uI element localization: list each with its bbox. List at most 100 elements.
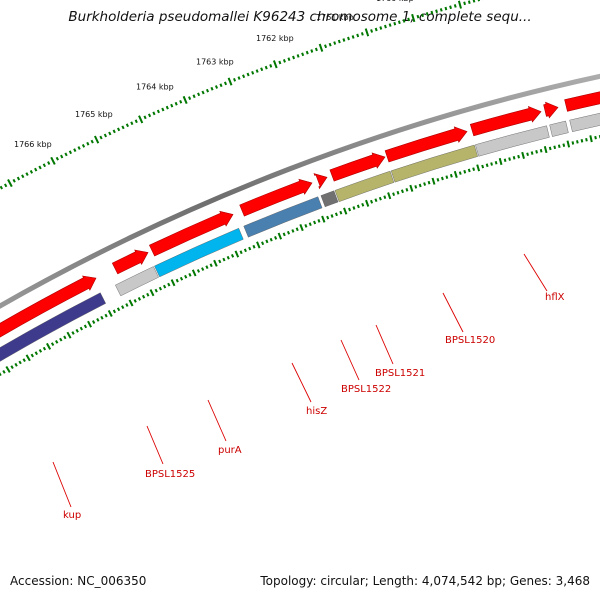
inner-tick	[481, 164, 485, 169]
scale-tick	[407, 17, 411, 22]
scale-tick	[81, 143, 86, 148]
inner-tick	[230, 253, 235, 258]
inner-tick	[313, 220, 317, 225]
scale-tick	[472, 0, 476, 3]
gene-label-bpsl1520[interactable]: BPSL1520	[445, 335, 495, 346]
inner-tick	[414, 185, 418, 189]
scale-tick	[439, 8, 443, 12]
scale-tick	[12, 178, 16, 183]
scale-tick	[337, 39, 341, 44]
inner-tick	[14, 362, 18, 367]
inner-tick	[334, 212, 338, 217]
cds-track	[0, 91, 600, 338]
cds-arrow	[543, 101, 559, 119]
gene-block-hisz	[243, 196, 323, 238]
cds-arrow	[384, 126, 468, 163]
inner-tick	[566, 140, 571, 148]
inner-tick	[83, 324, 88, 329]
gene-label-bpsl1525[interactable]: BPSL1525	[145, 469, 195, 480]
scale-tick	[86, 141, 90, 146]
scale-tick	[29, 169, 34, 174]
scale-tick	[125, 123, 130, 128]
inner-tick	[378, 196, 382, 201]
gene-label-bpsl1521[interactable]: BPSL1521	[375, 368, 425, 379]
scale-tick	[197, 92, 201, 97]
scale-tick	[108, 131, 112, 136]
scale-tick	[449, 5, 452, 10]
cds-arrow	[313, 173, 328, 190]
inner-tick	[274, 236, 278, 240]
inner-tick	[374, 198, 378, 203]
leader-line-pura	[207, 399, 227, 442]
inner-tick	[87, 320, 92, 328]
scale-tick	[156, 109, 160, 114]
scale-tick	[242, 74, 246, 79]
inner-tick	[512, 156, 516, 160]
scale-tick	[21, 174, 25, 179]
scale-tick	[223, 81, 228, 86]
inner-tick	[352, 206, 356, 210]
scale-tick	[182, 95, 188, 104]
genome-summary-text: Topology: circular; Length: 4,074,542 bp…	[260, 574, 590, 588]
inner-tick	[585, 137, 588, 142]
gene-label-pura[interactable]: purA	[218, 445, 242, 456]
inner-tick	[503, 158, 507, 163]
inner-tick	[277, 232, 283, 240]
scale-tick	[152, 111, 156, 116]
inner-tick	[75, 328, 79, 333]
scale-tick	[0, 185, 3, 190]
inner-tick	[321, 215, 326, 223]
inner-tick	[458, 171, 462, 175]
inner-tick	[396, 190, 400, 195]
inner-tick	[125, 303, 129, 307]
scale-tick	[188, 96, 192, 100]
inner-tick	[226, 255, 230, 260]
scale-tick	[467, 0, 471, 4]
scale-tick	[269, 64, 273, 68]
scale-tick	[333, 41, 337, 45]
inner-tick	[445, 175, 449, 179]
inner-tick	[317, 219, 321, 223]
gene-label-hisz[interactable]: hisZ	[306, 406, 327, 417]
scale-tick	[444, 6, 448, 11]
scale-tick	[93, 135, 100, 144]
scale-tick	[255, 69, 259, 73]
scale-tick	[219, 83, 223, 88]
scale-tick	[260, 67, 264, 72]
scale-tick	[402, 18, 406, 23]
scale-tick	[227, 77, 233, 86]
scale-tick	[7, 179, 13, 188]
leader-line-hisz	[291, 362, 312, 403]
scale-tick	[379, 26, 383, 30]
inner-tick	[400, 189, 404, 194]
leader-line-bpsl1520	[442, 292, 464, 333]
scale-tick	[457, 0, 462, 9]
gene-label-bpsl1522[interactable]: BPSL1522	[341, 384, 391, 395]
inner-tick	[104, 313, 108, 318]
scale-tick	[121, 125, 125, 130]
gene-label-kup[interactable]: kup	[63, 510, 81, 521]
inner-tick	[370, 199, 374, 204]
scale-tick	[246, 72, 250, 77]
scale-tick	[370, 29, 374, 33]
inner-tick	[383, 195, 387, 200]
inner-tick	[66, 331, 72, 339]
scale-tick	[477, 0, 481, 2]
gene-block-bpsl1525	[115, 266, 159, 297]
scale-tick	[364, 28, 370, 37]
inner-tick	[526, 152, 529, 157]
scale-tick	[360, 32, 364, 36]
inner-tick	[107, 309, 113, 317]
inner-tick	[463, 169, 467, 174]
cds-arrow	[329, 152, 386, 182]
inner-tick	[256, 241, 261, 249]
inner-tick	[191, 269, 197, 277]
inner-tick	[18, 360, 22, 365]
inner-tick	[205, 265, 209, 270]
inner-tick	[234, 250, 240, 258]
inner-tick	[243, 248, 247, 253]
inner-tick	[154, 288, 158, 293]
gene-label-hflx[interactable]: hflX	[545, 292, 565, 303]
inner-tick	[46, 342, 52, 350]
scale-ring	[0, 0, 484, 190]
